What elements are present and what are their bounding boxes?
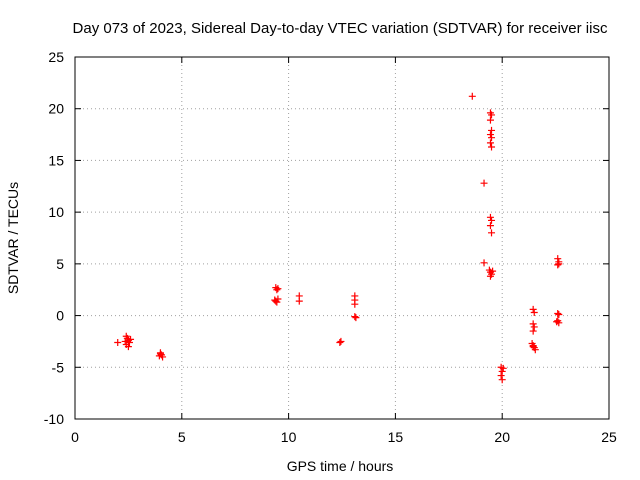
x-tick-label: 20 — [494, 429, 510, 445]
x-tick-label: 25 — [601, 429, 617, 445]
data-point — [498, 367, 506, 375]
x-tick-label: 0 — [71, 429, 79, 445]
data-point — [114, 338, 122, 346]
data-point — [337, 337, 345, 345]
y-tick-label: 10 — [48, 204, 64, 220]
data-point — [486, 131, 494, 139]
data-point — [351, 300, 359, 308]
y-tick-label: -10 — [44, 411, 64, 427]
data-point — [127, 335, 135, 343]
data-point — [486, 116, 494, 124]
data-point — [486, 222, 494, 230]
axis-ticks: 0 5 10 15 20 25 -10 -5 0 5 10 15 20 25 — [44, 49, 617, 445]
data-point — [529, 327, 537, 335]
data-point — [529, 320, 537, 328]
data-point — [554, 310, 562, 318]
data-point — [274, 285, 282, 293]
data-point — [486, 139, 494, 147]
data-point — [530, 308, 538, 316]
data-point — [488, 143, 496, 151]
data-point — [468, 92, 476, 100]
data-point — [121, 337, 129, 345]
plot-frame — [74, 56, 610, 420]
y-tick-label: 25 — [48, 49, 64, 65]
data-point — [124, 343, 132, 351]
data-point — [486, 213, 494, 221]
y-tick-label: 5 — [56, 256, 64, 272]
data-point — [273, 298, 281, 306]
data-point — [486, 272, 494, 280]
data-points — [114, 92, 563, 384]
data-point — [351, 313, 359, 321]
data-point — [488, 216, 496, 224]
x-tick-label: 15 — [388, 429, 404, 445]
data-point — [489, 267, 497, 275]
chart-title: Day 073 of 2023, Sidereal Day-to-day VTE… — [73, 20, 608, 37]
data-point — [488, 126, 496, 134]
data-point — [488, 111, 496, 119]
data-point — [499, 364, 507, 372]
grid-lines — [75, 57, 609, 419]
y-tick-label: -5 — [52, 359, 65, 375]
data-point — [553, 318, 561, 326]
data-point — [352, 314, 360, 322]
data-point — [156, 350, 164, 358]
data-point — [497, 372, 505, 380]
data-point — [555, 260, 563, 268]
x-tick-label: 10 — [281, 429, 297, 445]
data-point — [480, 259, 488, 267]
x-tick-label: 5 — [178, 429, 186, 445]
y-axis-label: SDTVAR / TECUs — [5, 182, 21, 294]
data-point — [498, 376, 506, 384]
y-tick-label: 15 — [48, 152, 64, 168]
data-point — [554, 255, 562, 263]
data-point — [529, 305, 537, 313]
data-point — [530, 323, 538, 331]
data-point — [336, 338, 344, 346]
data-point — [554, 261, 562, 269]
data-point — [488, 229, 496, 237]
data-point — [295, 297, 303, 305]
data-point — [273, 286, 281, 294]
data-point — [488, 134, 496, 142]
data-point — [555, 311, 563, 319]
x-axis-label: GPS time / hours — [287, 458, 394, 474]
data-point — [529, 343, 537, 351]
y-tick-label: 0 — [56, 308, 64, 324]
data-point — [272, 297, 280, 305]
y-tick-label: 20 — [48, 101, 64, 117]
data-point — [480, 179, 488, 187]
